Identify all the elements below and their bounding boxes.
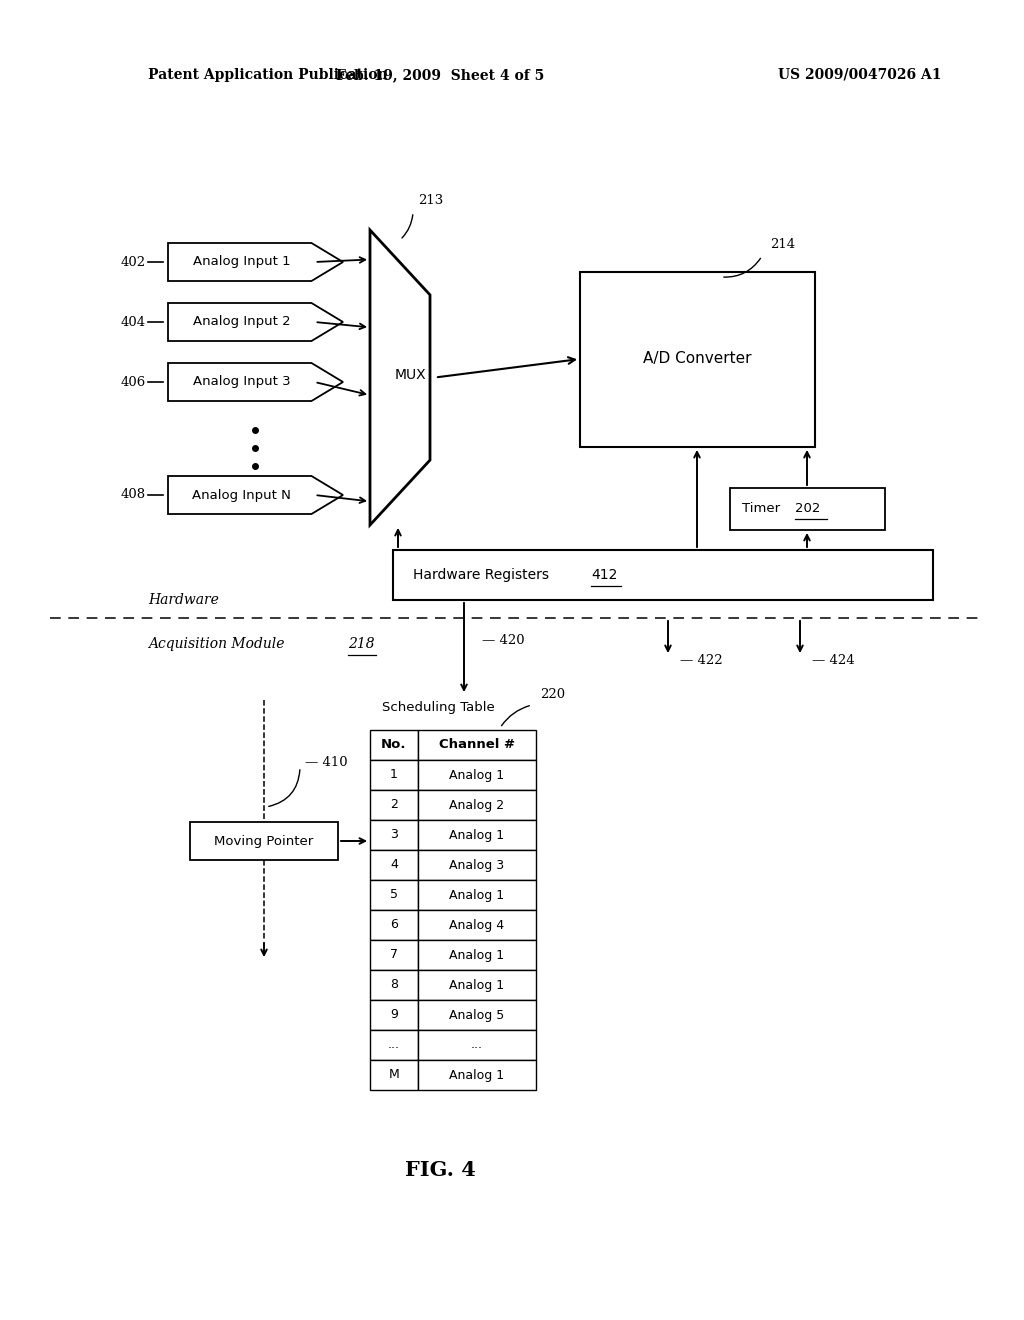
Text: Analog Input 1: Analog Input 1 xyxy=(193,256,291,268)
Bar xyxy=(418,909,536,940)
Text: — 422: — 422 xyxy=(680,655,723,668)
Text: 5: 5 xyxy=(390,888,398,902)
Text: — 424: — 424 xyxy=(812,655,855,668)
Text: Analog Input 3: Analog Input 3 xyxy=(193,375,291,388)
Text: Feb. 19, 2009  Sheet 4 of 5: Feb. 19, 2009 Sheet 4 of 5 xyxy=(336,69,544,82)
Bar xyxy=(393,550,933,601)
Bar xyxy=(418,1060,536,1090)
Bar xyxy=(370,1060,418,1090)
Bar xyxy=(418,760,536,789)
Bar xyxy=(418,1030,536,1060)
Text: ...: ... xyxy=(471,1039,483,1052)
Text: Analog Input N: Analog Input N xyxy=(193,488,291,502)
Bar xyxy=(418,820,536,850)
Text: Analog 2: Analog 2 xyxy=(450,799,505,812)
Text: 408: 408 xyxy=(121,488,146,502)
Text: Moving Pointer: Moving Pointer xyxy=(214,834,313,847)
Text: Analog Input 2: Analog Input 2 xyxy=(193,315,291,329)
Text: 406: 406 xyxy=(121,375,146,388)
Text: A/D Converter: A/D Converter xyxy=(643,351,752,367)
Bar xyxy=(418,880,536,909)
Bar xyxy=(370,970,418,1001)
Text: ...: ... xyxy=(388,1039,400,1052)
Text: MUX: MUX xyxy=(395,368,427,381)
Text: Patent Application Publication: Patent Application Publication xyxy=(148,69,388,82)
Text: Hardware Registers: Hardware Registers xyxy=(413,568,558,582)
Bar xyxy=(418,850,536,880)
Text: Analog 3: Analog 3 xyxy=(450,858,505,871)
Text: 220: 220 xyxy=(540,689,565,701)
Bar xyxy=(370,1030,418,1060)
Text: Channel #: Channel # xyxy=(439,738,515,751)
Bar xyxy=(370,850,418,880)
Bar xyxy=(418,940,536,970)
Bar xyxy=(418,1001,536,1030)
Polygon shape xyxy=(168,477,343,513)
Text: Hardware: Hardware xyxy=(148,593,219,607)
Polygon shape xyxy=(168,304,343,341)
Text: Analog 1: Analog 1 xyxy=(450,829,505,842)
Text: Analog 5: Analog 5 xyxy=(450,1008,505,1022)
Polygon shape xyxy=(168,363,343,401)
Text: 1: 1 xyxy=(390,768,398,781)
Text: — 410: — 410 xyxy=(305,755,347,768)
Text: Scheduling Table: Scheduling Table xyxy=(382,701,495,714)
Text: 4: 4 xyxy=(390,858,398,871)
Bar xyxy=(418,730,536,760)
Bar xyxy=(730,488,885,531)
Text: 213: 213 xyxy=(418,194,443,206)
Text: 6: 6 xyxy=(390,919,398,932)
Text: 402: 402 xyxy=(121,256,146,268)
Bar xyxy=(370,820,418,850)
Text: 7: 7 xyxy=(390,949,398,961)
Text: 404: 404 xyxy=(121,315,146,329)
Text: FIG. 4: FIG. 4 xyxy=(404,1160,475,1180)
Text: Analog 1: Analog 1 xyxy=(450,1068,505,1081)
Text: Timer: Timer xyxy=(742,503,784,516)
Text: 3: 3 xyxy=(390,829,398,842)
Bar xyxy=(370,909,418,940)
Text: Analog 1: Analog 1 xyxy=(450,978,505,991)
Text: Acquisition Module: Acquisition Module xyxy=(148,638,289,651)
Text: 412: 412 xyxy=(591,568,617,582)
Text: US 2009/0047026 A1: US 2009/0047026 A1 xyxy=(778,69,942,82)
Text: Analog 1: Analog 1 xyxy=(450,888,505,902)
Text: 202: 202 xyxy=(795,503,820,516)
Bar xyxy=(580,272,815,447)
Bar xyxy=(370,760,418,789)
Text: 2: 2 xyxy=(390,799,398,812)
Bar xyxy=(370,789,418,820)
Bar xyxy=(418,789,536,820)
Bar xyxy=(370,880,418,909)
Polygon shape xyxy=(168,243,343,281)
Text: Analog 1: Analog 1 xyxy=(450,949,505,961)
Text: — 420: — 420 xyxy=(482,634,524,647)
Text: Analog 1: Analog 1 xyxy=(450,768,505,781)
Text: M: M xyxy=(389,1068,399,1081)
Text: 214: 214 xyxy=(770,238,795,251)
Bar xyxy=(190,822,338,861)
Bar xyxy=(418,970,536,1001)
Text: Analog 4: Analog 4 xyxy=(450,919,505,932)
Bar xyxy=(370,730,418,760)
Polygon shape xyxy=(370,230,430,525)
Text: No.: No. xyxy=(381,738,407,751)
Text: 8: 8 xyxy=(390,978,398,991)
Bar xyxy=(370,1001,418,1030)
Text: 218: 218 xyxy=(348,638,375,651)
Text: 9: 9 xyxy=(390,1008,398,1022)
Bar xyxy=(370,940,418,970)
